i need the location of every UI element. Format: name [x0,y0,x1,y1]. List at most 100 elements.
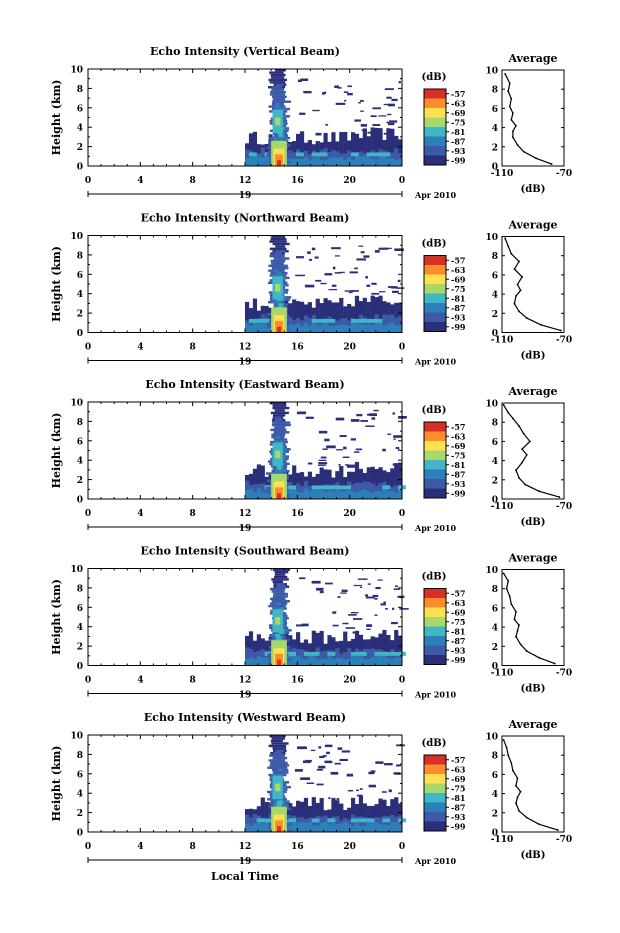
echo-cell [260,157,265,166]
colorbar-unit: (dB) [422,405,447,416]
echo-cell [370,492,375,499]
echo-cell [248,648,254,662]
echo-cell [264,801,269,832]
echo-cell [347,325,352,333]
echo-cell [359,788,363,790]
echo-cell [330,771,339,775]
echo-cell [292,325,297,333]
colorbar-tick-label: -57 [451,755,465,765]
echo-cell [303,323,309,333]
colorbar-tick-label: -75 [451,783,465,793]
y-tick-label: 8 [77,418,83,428]
echo-cell [245,490,250,499]
echo-cell [383,601,386,605]
average-y-tick-label: 4 [492,624,498,634]
echo-cell [319,755,325,759]
echo-cell [273,440,285,444]
echo-cell [264,818,273,823]
echo-cell [373,409,379,412]
echo-cell [268,650,273,662]
average-profile-point [519,643,522,646]
average-y-tick-label: 6 [492,105,498,115]
echo-cell [396,287,405,289]
echo-cell [260,465,265,499]
echo-cell [366,156,371,166]
echo-cell [339,297,344,333]
echo-cell [288,324,293,333]
x-tick-label: 20 [343,509,356,519]
average-profile-point [556,829,559,831]
echo-cell [331,484,336,496]
echo-cell [248,319,254,329]
y-axis-title: Height (km) [50,746,63,822]
echo-cell [277,467,282,470]
echo-cell [308,258,313,261]
average-x-tick-label: -110 [491,336,514,346]
colorbar-unit: (dB) [422,72,447,83]
echo-cell [365,276,368,279]
average-profile-point [511,136,514,139]
echo-cell [273,139,284,142]
echo-cell [398,139,403,166]
y-tick-label: 2 [77,310,83,320]
echo-cell [350,322,356,333]
echo-cell [339,657,344,666]
echo-cell [272,254,282,258]
colorbar-segment [424,655,446,665]
echo-cell [382,824,387,832]
echo-cell [335,102,346,105]
echo-cell [276,585,287,588]
average-profile-point [516,796,519,799]
echo-cell [296,323,301,333]
echo-cell [388,122,394,126]
colorbar-segment [424,588,446,599]
echo-cell [335,302,340,333]
echo-cell [271,85,282,89]
echo-cell [260,649,265,662]
echo-cell [354,492,360,499]
echo-cell [366,136,371,166]
echo-cell [256,318,265,323]
echo-cell [276,431,287,434]
echo-cell [394,485,399,496]
average-y-tick-label: 2 [492,643,498,653]
echo-cell [319,152,328,157]
echo-cell [374,491,379,499]
echo-cell [350,152,359,157]
echo-cell [270,472,283,475]
echo-cell [273,269,279,272]
average-profile-point [516,777,519,780]
average-profile-point [518,260,520,263]
echo-cell [303,150,309,163]
average-x-tick-label: -70 [556,835,572,845]
echo-cell [315,298,320,333]
echo-cell [264,492,269,499]
echo-cell [275,421,287,424]
echo-cell [377,579,383,581]
echo-cell [350,290,359,292]
y-tick-label: 6 [77,271,83,281]
echo-cell [356,794,363,797]
echo-cell [273,252,282,255]
echo-cell [292,299,297,333]
echo-cell [312,109,320,112]
echo-cell [347,85,352,88]
y-tick-label: 2 [77,143,83,153]
echo-cell [269,735,286,738]
echo-cell [366,818,375,823]
echo-cell [326,445,336,449]
echo-cell [279,631,284,634]
average-profile-point [508,595,511,598]
echo-cell [367,131,373,134]
colorbar-tick-label: -63 [451,598,466,608]
echo-cell [303,157,309,166]
echo-cell [248,325,254,333]
echo-cell [327,485,336,490]
average-profile-point [508,105,511,108]
echo-cell [358,826,364,832]
echo-cell [340,592,347,594]
average-profile-point [529,440,531,443]
echo-cell [382,314,387,329]
echo-cell [366,628,371,631]
colorbar-segment [424,265,446,275]
